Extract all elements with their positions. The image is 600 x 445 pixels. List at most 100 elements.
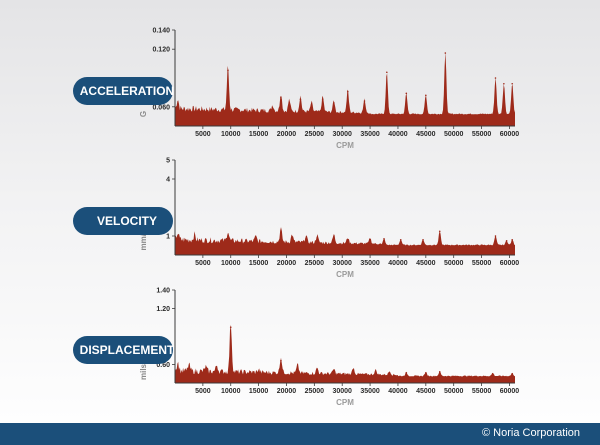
peak-point [405,92,408,95]
x-tick-label: 60000 [500,260,520,267]
peak-point [176,104,179,106]
y-tick-label: 1 [166,234,170,241]
peak-point [305,238,307,240]
x-tick-label: 50000 [444,388,464,395]
x-tick-label: 5000 [195,131,211,138]
x-tick-label: 10000 [221,260,241,267]
peak-point [288,102,291,104]
peak-point [422,239,424,241]
peak-point [346,239,349,241]
footer-bar: © Noria Corporation [0,423,600,445]
peak-point [291,237,293,239]
peak-point [176,238,179,240]
peak-point [188,369,190,371]
peak-point [494,77,497,79]
peak-point [193,239,196,241]
x-tick-label: 45000 [416,388,436,395]
peak-point [511,82,514,85]
peak-point [280,231,282,233]
title-pill [73,336,173,364]
y-tick-label: 0.140 [152,28,170,35]
spectrum-area [175,52,515,126]
peak-point [505,239,508,242]
x-tick-label: 5000 [195,260,211,267]
peak-point [369,239,371,241]
x-tick-label: 45000 [416,131,436,138]
x-tick-label: 20000 [277,388,297,395]
x-tick-label: 35000 [360,388,380,395]
x-tick-label: 50000 [444,260,464,267]
x-axis-label: CPM [336,141,354,150]
x-tick-label: 60000 [500,131,520,138]
peak-point [296,367,299,369]
peak-point [280,96,282,98]
y-tick-label: 0.060 [152,104,170,111]
peak-point [346,90,349,93]
x-tick-label: 55000 [472,260,492,267]
x-tick-label: 25000 [305,388,325,395]
y-axis-label: mm/s [139,229,148,250]
y-axis-label: G [139,111,148,117]
peak-point [438,371,441,373]
peak-point [444,52,447,54]
x-tick-label: 15000 [249,260,269,267]
peak-point [257,372,260,375]
x-tick-label: 5000 [195,388,211,395]
peak-point [425,94,427,97]
peak-point [511,372,514,375]
copyright-text: © Noria Corporation [482,427,580,439]
x-tick-label: 30000 [332,260,352,267]
peak-point [227,69,229,72]
peak-point [511,239,514,241]
spectrum-area [175,324,515,383]
chart-acceleration: 5000 10000 15000 20000 25000 30000 35000 40000 4… [73,28,520,150]
peak-point [299,98,302,100]
y-tick-label: 1.40 [156,288,170,295]
peak-point [316,370,318,372]
peak-point [491,372,494,375]
x-tick-label: 40000 [388,131,408,138]
x-tick-label: 15000 [249,388,269,395]
x-tick-label: 55000 [472,388,492,395]
peak-point [316,237,318,239]
peak-point [216,369,218,371]
peak-point [333,371,335,373]
peak-point [227,235,229,237]
y-tick-label: 0.120 [152,47,170,54]
x-tick-label: 25000 [305,131,325,138]
peak-point [176,367,179,369]
x-tick-label: 30000 [332,388,352,395]
peak-point [229,326,232,329]
peak-point [405,371,408,374]
peak-point [386,71,388,74]
x-axis-label: CPM [336,398,354,407]
peak-point [399,239,402,241]
x-tick-label: 15000 [249,131,269,138]
x-tick-label: 35000 [360,260,380,267]
peak-point [333,102,335,104]
chart-displacement: 5000 10000 15000 20000 25000 30000 35000 40000 4… [73,288,520,407]
chart-title: ACCELERATION [80,84,174,98]
x-tick-label: 20000 [277,131,297,138]
x-tick-label: 10000 [221,131,241,138]
chart-title: VELOCITY [97,214,157,228]
title-pill [73,207,173,235]
x-tick-label: 25000 [305,260,325,267]
y-tick-label: 0.60 [156,362,170,369]
peak-point [374,371,377,373]
x-axis-label: CPM [336,270,354,279]
x-tick-label: 40000 [388,388,408,395]
x-tick-label: 10000 [221,388,241,395]
peak-point [204,371,207,373]
peak-point [310,104,313,106]
y-tick-label: 4 [166,177,170,184]
spectrum-area [175,227,515,255]
chart-title: DISPLACEMENT [80,343,175,357]
chart-velocity: 5000 10000 15000 20000 25000 30000 35000 40000 4… [73,158,520,279]
peak-point [383,238,385,240]
x-tick-label: 30000 [332,131,352,138]
peak-point [352,369,355,371]
x-tick-label: 60000 [500,388,520,395]
title-pill [73,77,173,105]
peak-point [494,235,497,237]
